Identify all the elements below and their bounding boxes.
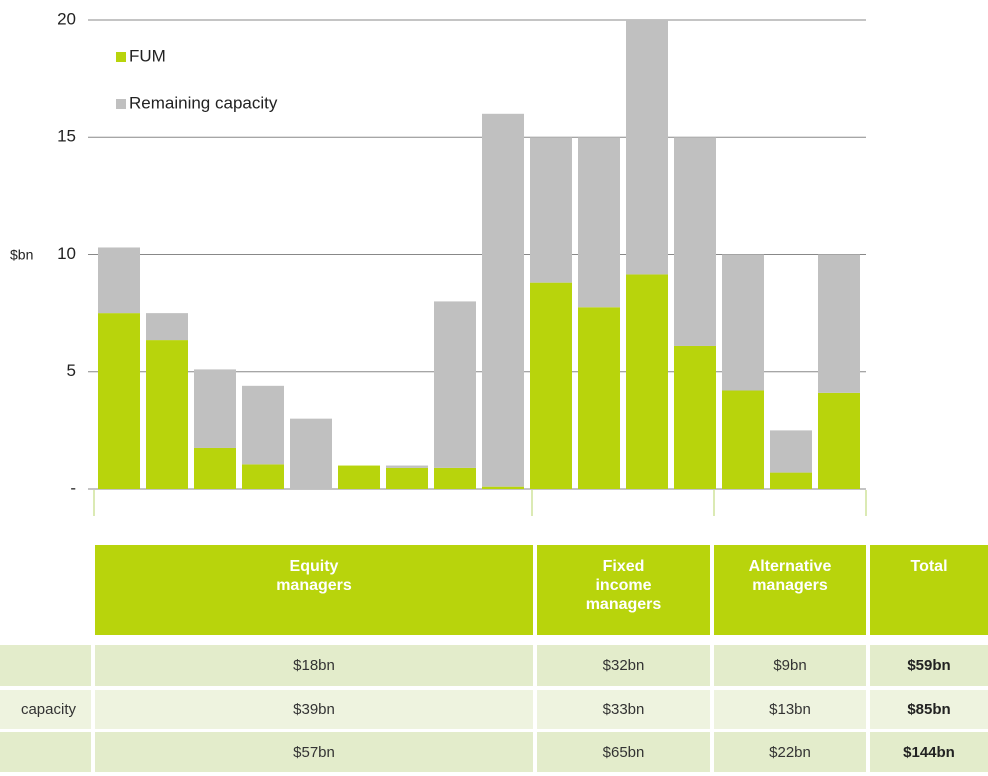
bar-segment [530,137,572,283]
row-label-bg [0,690,91,729]
table-cell: $32bn [537,645,710,686]
bar-segment [194,447,236,489]
header-cell: Fixed income managers [537,545,710,635]
row-label-bg [0,645,91,686]
bar-segment [146,340,188,489]
table-cell: $65bn [537,732,710,772]
table-cell: $85bn [870,690,988,729]
y-tick-label: 5 [67,361,76,380]
table-cell: $9bn [714,645,866,686]
legend-label: Remaining capacity [129,93,278,112]
table-cell: $59bn [870,645,988,686]
group-brackets [93,490,867,516]
bar-segment [578,307,620,489]
bar-segment [482,113,524,487]
bar-segment [722,390,764,489]
bar-segment [98,247,140,314]
bar-segment [674,345,716,489]
bar-segment [242,385,284,465]
bar-segment [482,486,524,489]
chart: $bn - 5 10 15 20 FUM Remaining capacity [10,9,867,516]
bar-segment [386,467,428,489]
bar-segment [818,392,860,489]
table-cell: $18bn [95,645,533,686]
bar-segment [434,467,476,489]
y-tick-label: 10 [57,244,76,263]
bar-segment [146,313,188,341]
bar-segment [290,418,332,489]
row-label-bg [0,732,91,772]
bar-segment [194,369,236,448]
bar-segment [98,313,140,489]
row-label: capacity [20,701,76,718]
legend-swatch [116,99,126,109]
y-axis-label: $bn [10,247,33,263]
table-cell: $22bn [714,732,866,772]
bar-segment [338,465,380,489]
table-cell: $33bn [537,690,710,729]
table-cell: $144bn [870,732,988,772]
bar-segment [578,137,620,308]
bar-segment [818,254,860,393]
bar-segment [434,301,476,468]
y-tick-label: 15 [57,127,76,146]
bar-segment [386,465,428,468]
bar-segment [530,282,572,489]
bar-segment [242,464,284,489]
bar-segment [674,137,716,346]
bar-segment [626,274,668,489]
table-cell: $13bn [714,690,866,729]
legend-swatch [116,52,126,62]
header-cell: Alternative managers [714,545,866,635]
header-cell: Equity managers [95,545,533,635]
legend-label: FUM [129,46,166,65]
table-cell: $57bn [95,732,533,772]
bar-segment [770,430,812,473]
bar-segment [722,254,764,391]
bar-segment [770,472,812,489]
header-cell: Total [870,545,988,635]
table-cell: $39bn [95,690,533,729]
y-tick-label: - [70,478,76,497]
y-tick-label: 20 [57,9,76,28]
bar-segment [626,20,668,275]
